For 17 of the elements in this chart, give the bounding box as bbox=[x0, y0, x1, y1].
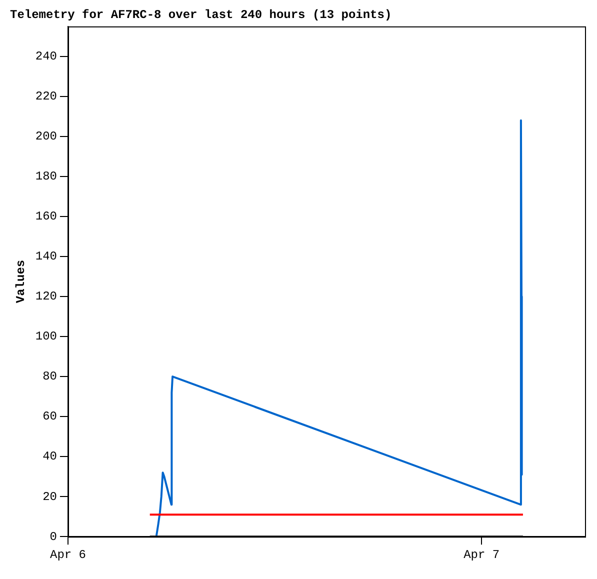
y-tick-label: 0 bbox=[50, 530, 58, 544]
y-tick-label: 120 bbox=[35, 290, 58, 304]
y-tick-label: 80 bbox=[42, 370, 58, 384]
y-tick-label: 240 bbox=[35, 50, 58, 64]
y-tick-label: 160 bbox=[35, 210, 58, 224]
chart-title: Telemetry for AF7RC-8 over last 240 hours (13 points) bbox=[10, 8, 392, 22]
y-tick-label: 100 bbox=[35, 330, 58, 344]
x-tick-label: Apr 7 bbox=[464, 548, 500, 562]
y-tick-label: 60 bbox=[42, 410, 58, 424]
y-tick-label: 40 bbox=[42, 450, 58, 464]
y-tick-label: 200 bbox=[35, 130, 58, 144]
x-tick-label: Apr 6 bbox=[50, 548, 86, 562]
y-tick-label: 220 bbox=[35, 90, 58, 104]
y-tick-label: 20 bbox=[42, 490, 58, 504]
y-tick-label: 140 bbox=[35, 250, 58, 264]
y-axis-title: Values bbox=[14, 260, 28, 304]
y-tick-label: 180 bbox=[35, 170, 58, 184]
